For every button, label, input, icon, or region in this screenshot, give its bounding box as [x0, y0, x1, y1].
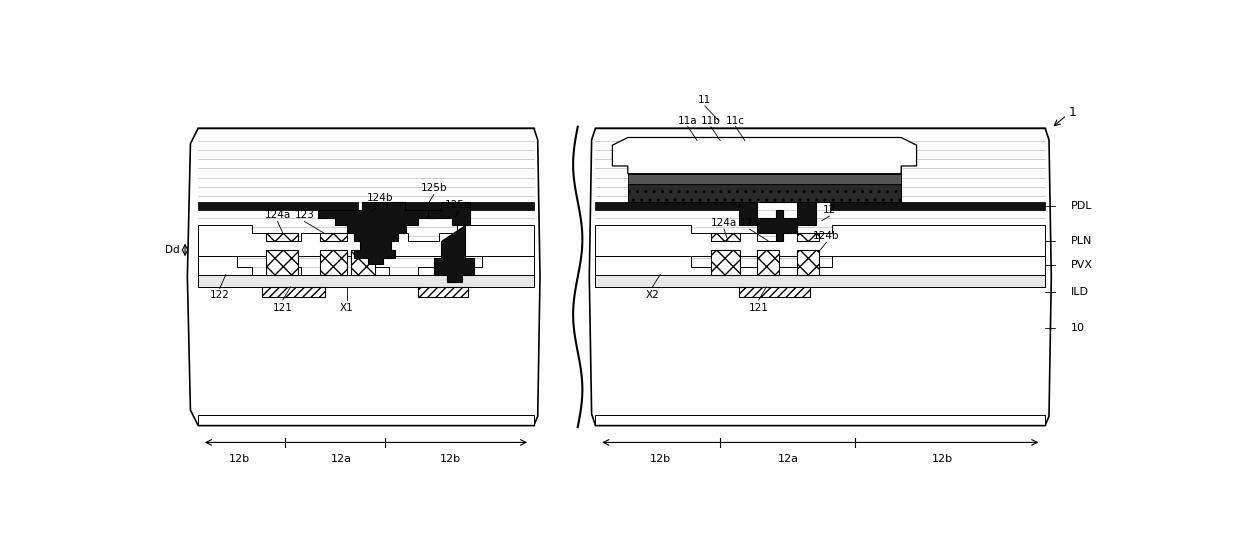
Polygon shape — [595, 274, 1045, 287]
Polygon shape — [595, 202, 739, 210]
Polygon shape — [595, 414, 1045, 425]
Text: 124a: 124a — [711, 218, 737, 228]
Text: 10: 10 — [1070, 323, 1085, 333]
Polygon shape — [711, 233, 740, 240]
Polygon shape — [627, 173, 901, 184]
Polygon shape — [739, 202, 816, 240]
Text: 123: 123 — [739, 218, 759, 228]
Polygon shape — [418, 287, 469, 297]
Polygon shape — [198, 274, 534, 287]
Polygon shape — [320, 233, 347, 240]
Text: 12b: 12b — [650, 455, 671, 464]
Polygon shape — [320, 250, 347, 274]
Text: 122: 122 — [210, 289, 229, 300]
Text: 11b: 11b — [701, 115, 720, 126]
Text: 12: 12 — [823, 205, 836, 215]
Text: 12b: 12b — [931, 455, 952, 464]
Text: 121: 121 — [749, 302, 769, 313]
Text: X2: X2 — [646, 289, 660, 300]
Text: PDL: PDL — [1070, 201, 1092, 211]
Text: 124a: 124a — [264, 210, 290, 220]
Polygon shape — [198, 414, 534, 425]
Text: 12b: 12b — [228, 455, 249, 464]
Text: 125b: 125b — [420, 183, 446, 193]
Polygon shape — [198, 202, 358, 210]
Text: 124b: 124b — [367, 193, 393, 203]
Polygon shape — [758, 250, 779, 274]
Polygon shape — [830, 202, 1045, 210]
Text: Dd: Dd — [165, 245, 180, 255]
Text: 1: 1 — [1068, 107, 1076, 119]
Polygon shape — [386, 202, 534, 210]
Polygon shape — [428, 202, 474, 282]
Polygon shape — [589, 128, 1052, 425]
Text: 121: 121 — [273, 302, 293, 313]
Polygon shape — [319, 202, 435, 264]
Polygon shape — [595, 225, 1045, 256]
Text: 11a: 11a — [678, 115, 698, 126]
Polygon shape — [627, 184, 901, 202]
Text: X1: X1 — [340, 302, 353, 313]
Text: PVX: PVX — [1070, 260, 1092, 270]
Text: 11c: 11c — [727, 115, 745, 126]
Polygon shape — [187, 128, 539, 425]
Polygon shape — [627, 166, 901, 173]
Polygon shape — [739, 287, 810, 297]
Text: 124b: 124b — [813, 231, 839, 241]
Text: 12a: 12a — [777, 455, 799, 464]
Text: 125a: 125a — [445, 200, 471, 210]
Polygon shape — [797, 233, 818, 240]
Polygon shape — [198, 225, 534, 256]
Polygon shape — [797, 250, 818, 274]
Polygon shape — [198, 256, 534, 274]
Polygon shape — [265, 233, 299, 240]
Polygon shape — [265, 250, 299, 274]
Text: 11: 11 — [698, 95, 712, 105]
Polygon shape — [262, 287, 325, 297]
Text: ILD: ILD — [1070, 287, 1089, 297]
Polygon shape — [351, 250, 376, 274]
Text: 123: 123 — [294, 210, 314, 220]
Text: 12b: 12b — [440, 455, 461, 464]
Polygon shape — [613, 137, 916, 173]
Polygon shape — [595, 256, 1045, 274]
Polygon shape — [711, 250, 740, 274]
Text: 12a: 12a — [331, 455, 352, 464]
Text: PLN: PLN — [1070, 236, 1092, 245]
